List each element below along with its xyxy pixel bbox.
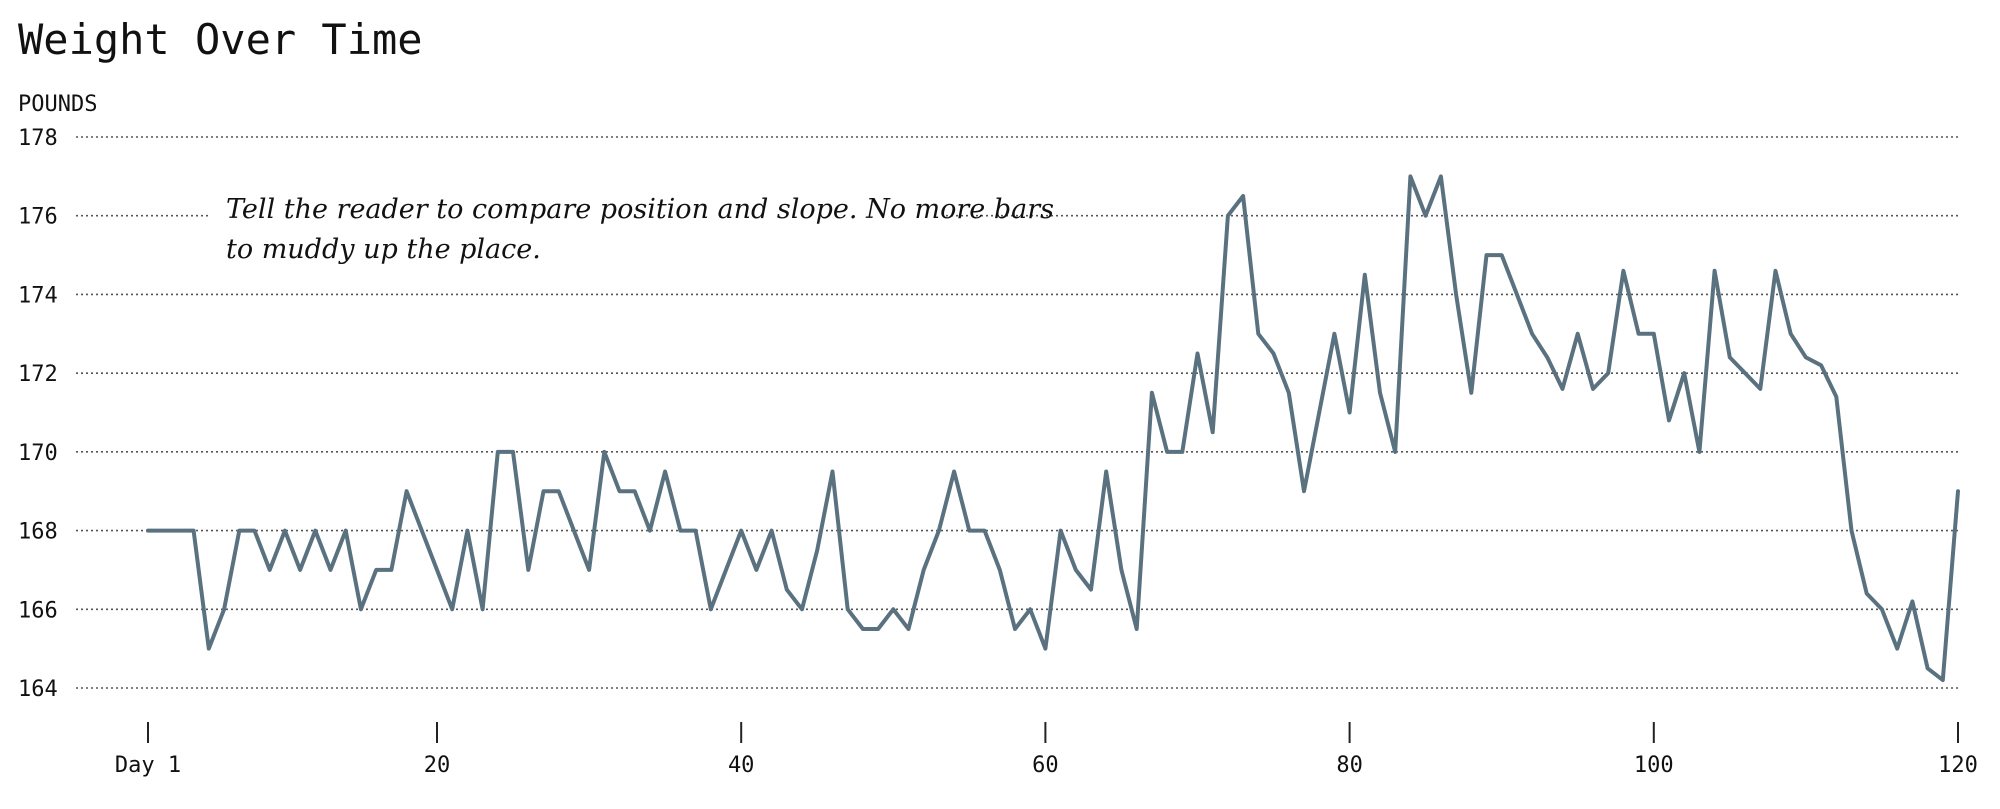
y-tick-label: 174 xyxy=(18,283,58,308)
x-tick-label: 60 xyxy=(1032,753,1059,778)
y-tick-label: 164 xyxy=(18,677,58,702)
y-tick-label: 178 xyxy=(18,126,58,151)
annotation-line-2: to muddy up the place. xyxy=(226,234,541,265)
y-tick-label: 172 xyxy=(18,362,58,387)
annotation: Tell the reader to compare position and … xyxy=(208,188,1054,270)
x-tick-label: 120 xyxy=(1938,753,1978,778)
x-tick-label: 20 xyxy=(424,753,451,778)
annotation-background xyxy=(208,188,943,270)
weight-series-line xyxy=(146,174,1960,683)
series-layer xyxy=(146,174,1960,683)
y-tick-label: 176 xyxy=(18,205,58,230)
y-tick-label: 166 xyxy=(18,598,58,623)
y-tick-labels: 164 166 168 170 172 174 176 178 xyxy=(18,126,58,702)
x-tick-label: 80 xyxy=(1336,753,1363,778)
chart-title: Weight Over Time xyxy=(18,15,423,64)
y-axis-unit-label: POUNDS xyxy=(18,92,97,117)
annotation-line-1: Tell the reader to compare position and … xyxy=(226,194,1054,225)
x-tick-label: 40 xyxy=(728,753,755,778)
y-tick-label: 168 xyxy=(18,520,58,545)
x-tick-label: Day 1 xyxy=(115,753,181,778)
x-tick-label: 100 xyxy=(1634,753,1674,778)
gridlines xyxy=(76,136,1960,689)
x-axis: Day 1 20 40 60 80 100 120 xyxy=(115,722,1978,778)
y-tick-label: 170 xyxy=(18,441,58,466)
